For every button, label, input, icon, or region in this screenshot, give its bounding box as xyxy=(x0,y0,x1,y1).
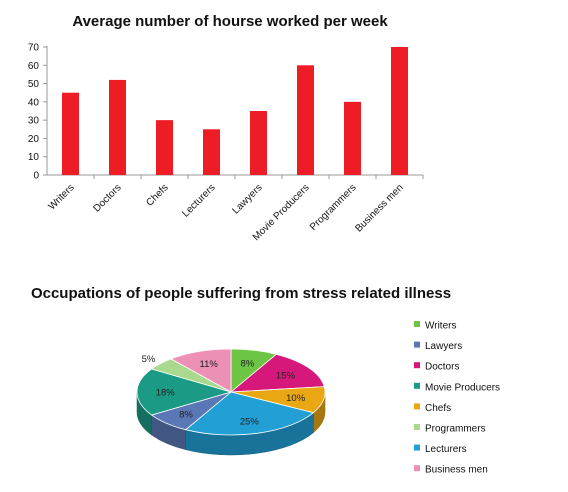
pie-slice-lecturers xyxy=(184,391,315,436)
bar-lawyers xyxy=(250,111,267,175)
pie-chart-depth xyxy=(136,391,326,456)
bar-chart-axes: 0 10 20 30 40 50 60 70 xyxy=(28,43,424,182)
x-category-label: Programmers xyxy=(308,182,359,233)
pie-chart-title: Occupations of people suffering from str… xyxy=(31,285,451,302)
pie-chart-legend: Writers Lawyers Doctors Movie Producers Chef… xyxy=(414,321,500,476)
pie-percent-label: 25% xyxy=(240,416,260,427)
bar-chart-bars xyxy=(62,47,408,175)
pie-percent-label: 10% xyxy=(286,393,306,404)
x-category-label: Writers xyxy=(47,182,77,212)
x-category-label: Lecturers xyxy=(180,182,217,219)
legend-swatch xyxy=(414,424,420,430)
bar-business-men xyxy=(391,47,408,175)
bar-writers xyxy=(62,92,79,175)
legend-swatch xyxy=(414,321,420,327)
y-tick-label: 60 xyxy=(28,61,40,72)
legend-label: Chefs xyxy=(425,403,451,414)
bar-movie-producers xyxy=(297,65,314,175)
y-tick-label: 30 xyxy=(28,116,40,127)
bar-chefs xyxy=(156,120,173,175)
bar-programmers xyxy=(344,101,361,175)
y-tick-label: 70 xyxy=(28,43,40,54)
pie-percent-label: 11% xyxy=(200,359,219,370)
legend-label: Lawyers xyxy=(425,341,462,352)
pie-percent-label: 8% xyxy=(179,409,193,420)
pie-percent-label: 8% xyxy=(240,358,254,369)
legend-swatch xyxy=(414,341,420,348)
y-tick-label: 20 xyxy=(28,134,40,145)
legend-swatch xyxy=(414,382,420,389)
bar-chart-category-labels: Writers Doctors Chefs Lecturers LawyersMovie… xyxy=(47,182,406,243)
legend-swatch xyxy=(414,444,420,451)
y-tick-label: 50 xyxy=(28,79,40,90)
legend-label: Doctors xyxy=(425,362,459,373)
legend-swatch xyxy=(414,465,420,472)
bar-doctors xyxy=(109,79,126,175)
bar-chart-title: Average number of hourse worked per week xyxy=(72,13,388,30)
legend-label: Writers xyxy=(425,321,456,332)
legend-label: Lecturers xyxy=(425,444,467,455)
y-tick-label: 10 xyxy=(28,152,40,163)
legend-label: Business men xyxy=(425,465,488,476)
pie-slice-movie-producers xyxy=(136,368,233,416)
legend-label: Movie Producers xyxy=(425,382,500,393)
pie-percent-label: 18% xyxy=(156,388,176,399)
x-category-label: Lawyers xyxy=(231,182,265,216)
legend-swatch xyxy=(414,403,420,410)
pie-slice-business-men xyxy=(170,348,232,393)
legend-swatch xyxy=(414,362,420,369)
x-category-label: Doctors xyxy=(91,182,123,214)
pie-percent-label: 5% xyxy=(142,354,156,365)
pie-chart-slices xyxy=(136,348,326,436)
y-tick-label: 0 xyxy=(33,171,39,182)
legend-label: Programmers xyxy=(425,424,486,435)
bar-lecturers xyxy=(203,129,220,175)
y-tick-label: 40 xyxy=(28,97,40,108)
pie-chart-percent-labels: 8%15%10%25%8%18%5% 11% xyxy=(142,354,306,427)
pie-slice-doctors xyxy=(229,353,325,393)
x-category-label: Chefs xyxy=(144,182,170,208)
pie-percent-label: 15% xyxy=(276,371,296,382)
x-category-label: Business men xyxy=(353,182,405,234)
